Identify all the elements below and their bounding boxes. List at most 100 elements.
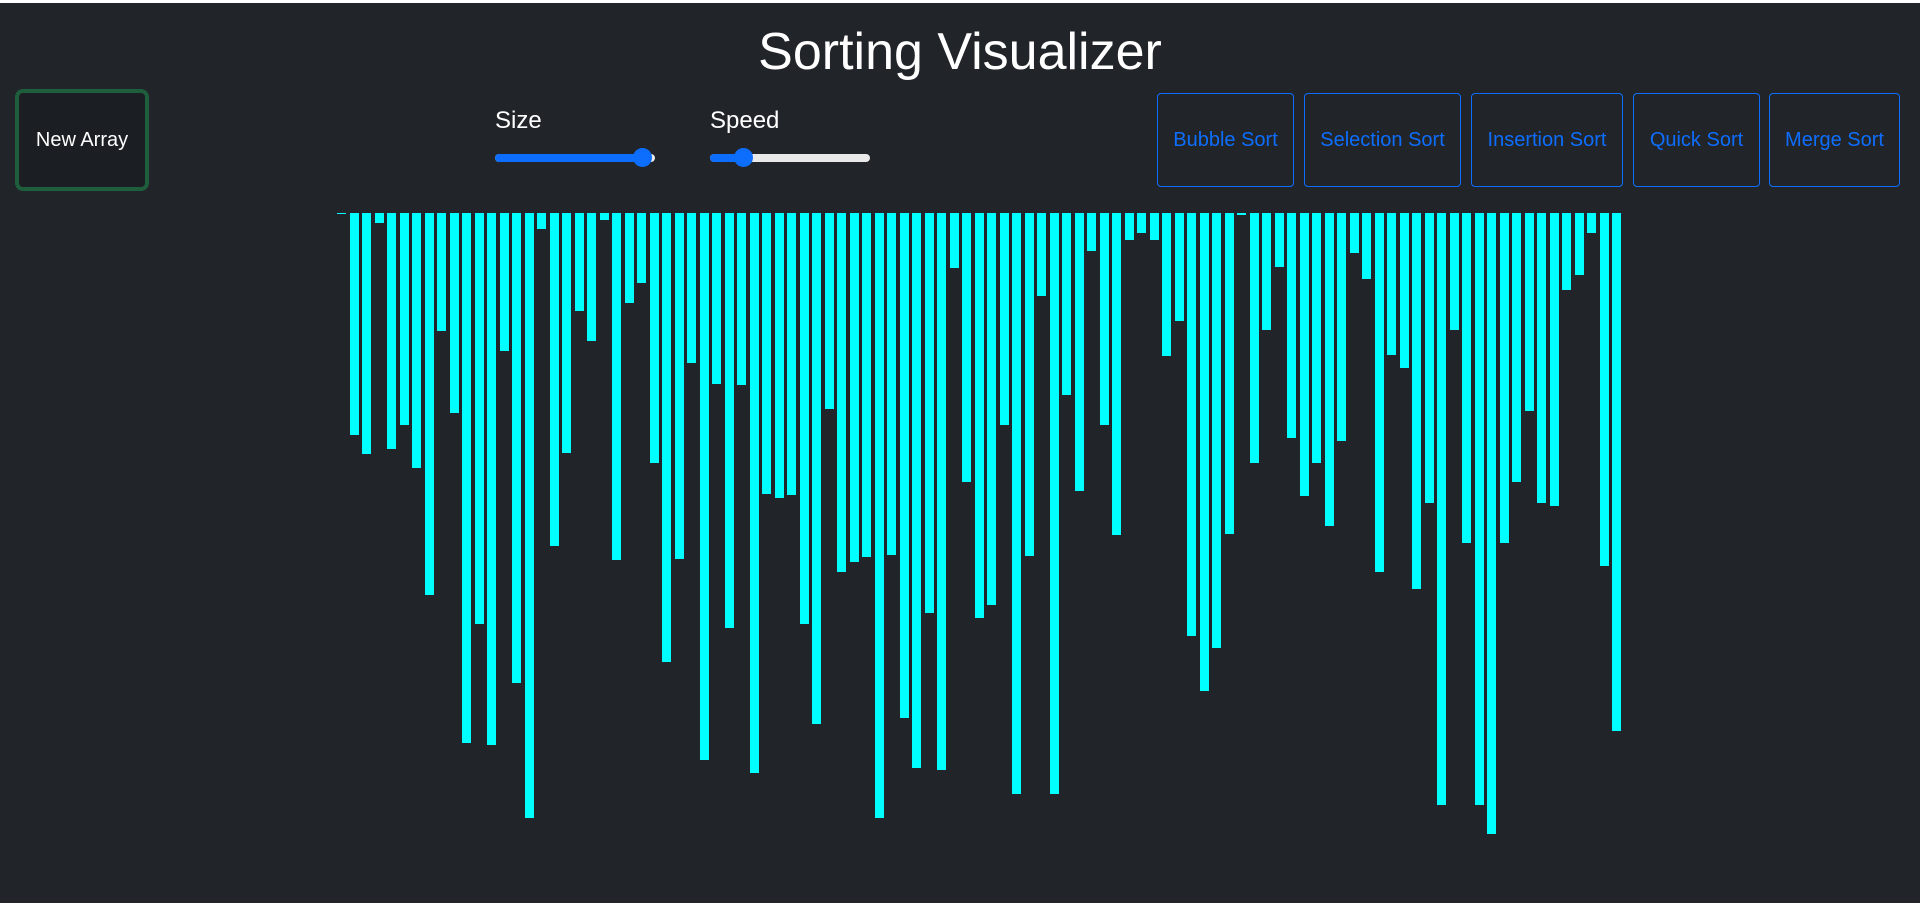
size-slider-fill [495, 154, 642, 162]
selection-sort-button[interactable]: Selection Sort [1304, 93, 1461, 187]
array-bar [1012, 213, 1021, 794]
array-bar [512, 213, 521, 683]
array-bar [1287, 213, 1296, 438]
array-bar [1200, 213, 1209, 691]
array-bar [612, 213, 621, 560]
array-bar [1512, 213, 1521, 482]
size-slider[interactable] [495, 148, 655, 167]
array-bar [1112, 213, 1121, 535]
array-bar [1387, 213, 1396, 355]
array-bar [437, 213, 446, 331]
array-bar [350, 213, 359, 435]
new-array-button[interactable]: New Array [15, 89, 149, 191]
array-bar [700, 213, 709, 760]
array-bar [1300, 213, 1309, 496]
array-bar [775, 213, 784, 498]
array-bar [662, 213, 671, 662]
array-bar [1550, 213, 1559, 506]
array-bar [362, 213, 371, 454]
array-bar [487, 213, 496, 745]
array-bar [375, 213, 384, 223]
array-bar [887, 213, 896, 555]
array-bar [1500, 213, 1509, 543]
array-bar [1375, 213, 1384, 572]
insertion-sort-button[interactable]: Insertion Sort [1471, 93, 1623, 187]
array-bar [1025, 213, 1034, 556]
array-bar [1362, 213, 1371, 279]
array-bar [562, 213, 571, 453]
array-bar [925, 213, 934, 613]
array-bar [1537, 213, 1546, 503]
array-bar [675, 213, 684, 559]
array-bar [1487, 213, 1496, 834]
array-bar [1525, 213, 1534, 411]
array-bar [1125, 213, 1134, 240]
array-bar [1237, 213, 1246, 215]
bubble-sort-button[interactable]: Bubble Sort [1157, 93, 1294, 187]
array-bar [337, 213, 346, 214]
array-bar [1337, 213, 1346, 441]
array-bar [637, 213, 646, 283]
array-bar [1137, 213, 1146, 233]
array-bar [987, 213, 996, 605]
size-slider-thumb[interactable] [633, 148, 652, 167]
array-bar [1162, 213, 1171, 356]
array-bar [1400, 213, 1409, 368]
array-bar [1425, 213, 1434, 503]
array-bar [1350, 213, 1359, 253]
array-bar [1250, 213, 1259, 463]
array-bar [1087, 213, 1096, 251]
array-bar [1562, 213, 1571, 290]
array-bar [975, 213, 984, 618]
array-bar [1575, 213, 1584, 275]
array-bar [525, 213, 534, 818]
array-bar [1050, 213, 1059, 794]
array-bar [737, 213, 746, 385]
array-bar [575, 213, 584, 311]
array-bar [1262, 213, 1271, 330]
array-bar [1100, 213, 1109, 425]
array-bar [750, 213, 759, 773]
size-control: Size [495, 106, 660, 167]
array-bar [462, 213, 471, 743]
array-bar [400, 213, 409, 425]
speed-slider-thumb[interactable] [734, 148, 753, 167]
array-bar [1175, 213, 1184, 321]
array-bar [1312, 213, 1321, 463]
array-bar [650, 213, 659, 463]
array-bar [912, 213, 921, 768]
array-bar [1000, 213, 1009, 425]
array-bar [1075, 213, 1084, 491]
speed-slider[interactable] [710, 148, 870, 167]
array-bar [725, 213, 734, 628]
array-bar [812, 213, 821, 724]
array-bar [537, 213, 546, 229]
array-bar [1450, 213, 1459, 330]
array-bar [875, 213, 884, 818]
array-bar [425, 213, 434, 595]
array-bar [600, 213, 609, 220]
size-label: Size [495, 107, 542, 134]
top-border [0, 0, 1920, 3]
array-bar [825, 213, 834, 409]
array-bar [1062, 213, 1071, 395]
speed-control: Speed [710, 106, 875, 167]
array-bar [962, 213, 971, 482]
array-bar [900, 213, 909, 718]
quick-sort-button[interactable]: Quick Sort [1633, 93, 1760, 187]
array-bar [1462, 213, 1471, 543]
array-bar [587, 213, 596, 341]
array-bar [862, 213, 871, 557]
array-bar [787, 213, 796, 495]
page-title: Sorting Visualizer [758, 23, 1162, 81]
speed-slider-track [710, 154, 870, 162]
array-bar [1587, 213, 1596, 233]
array-bar [800, 213, 809, 624]
merge-sort-button[interactable]: Merge Sort [1769, 93, 1900, 187]
array-bar [762, 213, 771, 494]
array-bar [550, 213, 559, 546]
array-bar [837, 213, 846, 572]
array-bar [1037, 213, 1046, 296]
array-bar [1437, 213, 1446, 805]
